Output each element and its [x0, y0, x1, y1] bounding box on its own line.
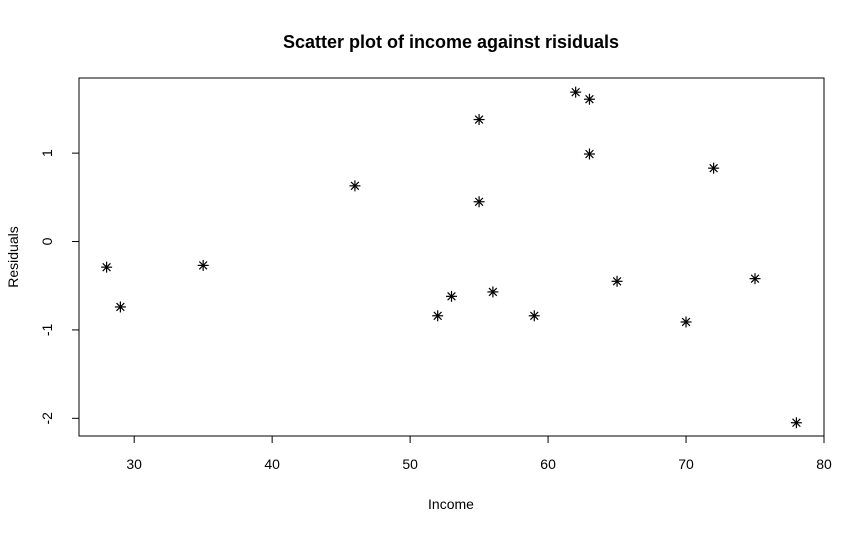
y-tick-label: -2 — [39, 412, 55, 425]
data-point — [473, 196, 485, 208]
data-point — [528, 310, 540, 322]
x-axis: 30 40 50 60 70 80 — [126, 435, 832, 472]
y-axis-label: Residuals — [5, 226, 21, 287]
data-point — [680, 316, 692, 328]
chart-title: Scatter plot of income against risiduals — [283, 32, 619, 52]
data-point — [114, 301, 126, 313]
data-point — [432, 310, 444, 322]
x-tick-label: 40 — [264, 456, 280, 472]
data-points — [101, 86, 802, 429]
data-point — [101, 261, 113, 273]
data-point — [708, 162, 720, 174]
data-point — [790, 417, 802, 429]
y-tick-label: -1 — [39, 323, 55, 336]
data-point — [749, 273, 761, 285]
x-tick-label: 80 — [816, 456, 832, 472]
data-point — [570, 86, 582, 98]
data-point — [197, 259, 209, 271]
data-point — [349, 180, 361, 192]
data-point — [446, 290, 457, 302]
plot-frame — [78, 77, 825, 437]
x-axis-label: Income — [428, 496, 474, 512]
data-point — [583, 93, 595, 105]
data-point — [473, 114, 485, 126]
y-tick-label: 0 — [39, 237, 55, 245]
x-tick-label: 50 — [402, 456, 418, 472]
data-point — [487, 286, 499, 298]
x-tick-label: 30 — [126, 456, 142, 472]
x-tick-label: 60 — [540, 456, 556, 472]
x-tick-label: 70 — [678, 456, 694, 472]
y-tick-label: 1 — [39, 149, 55, 157]
y-axis: -2 -1 0 1 — [39, 149, 80, 425]
data-point — [611, 275, 623, 287]
data-point — [583, 148, 595, 160]
